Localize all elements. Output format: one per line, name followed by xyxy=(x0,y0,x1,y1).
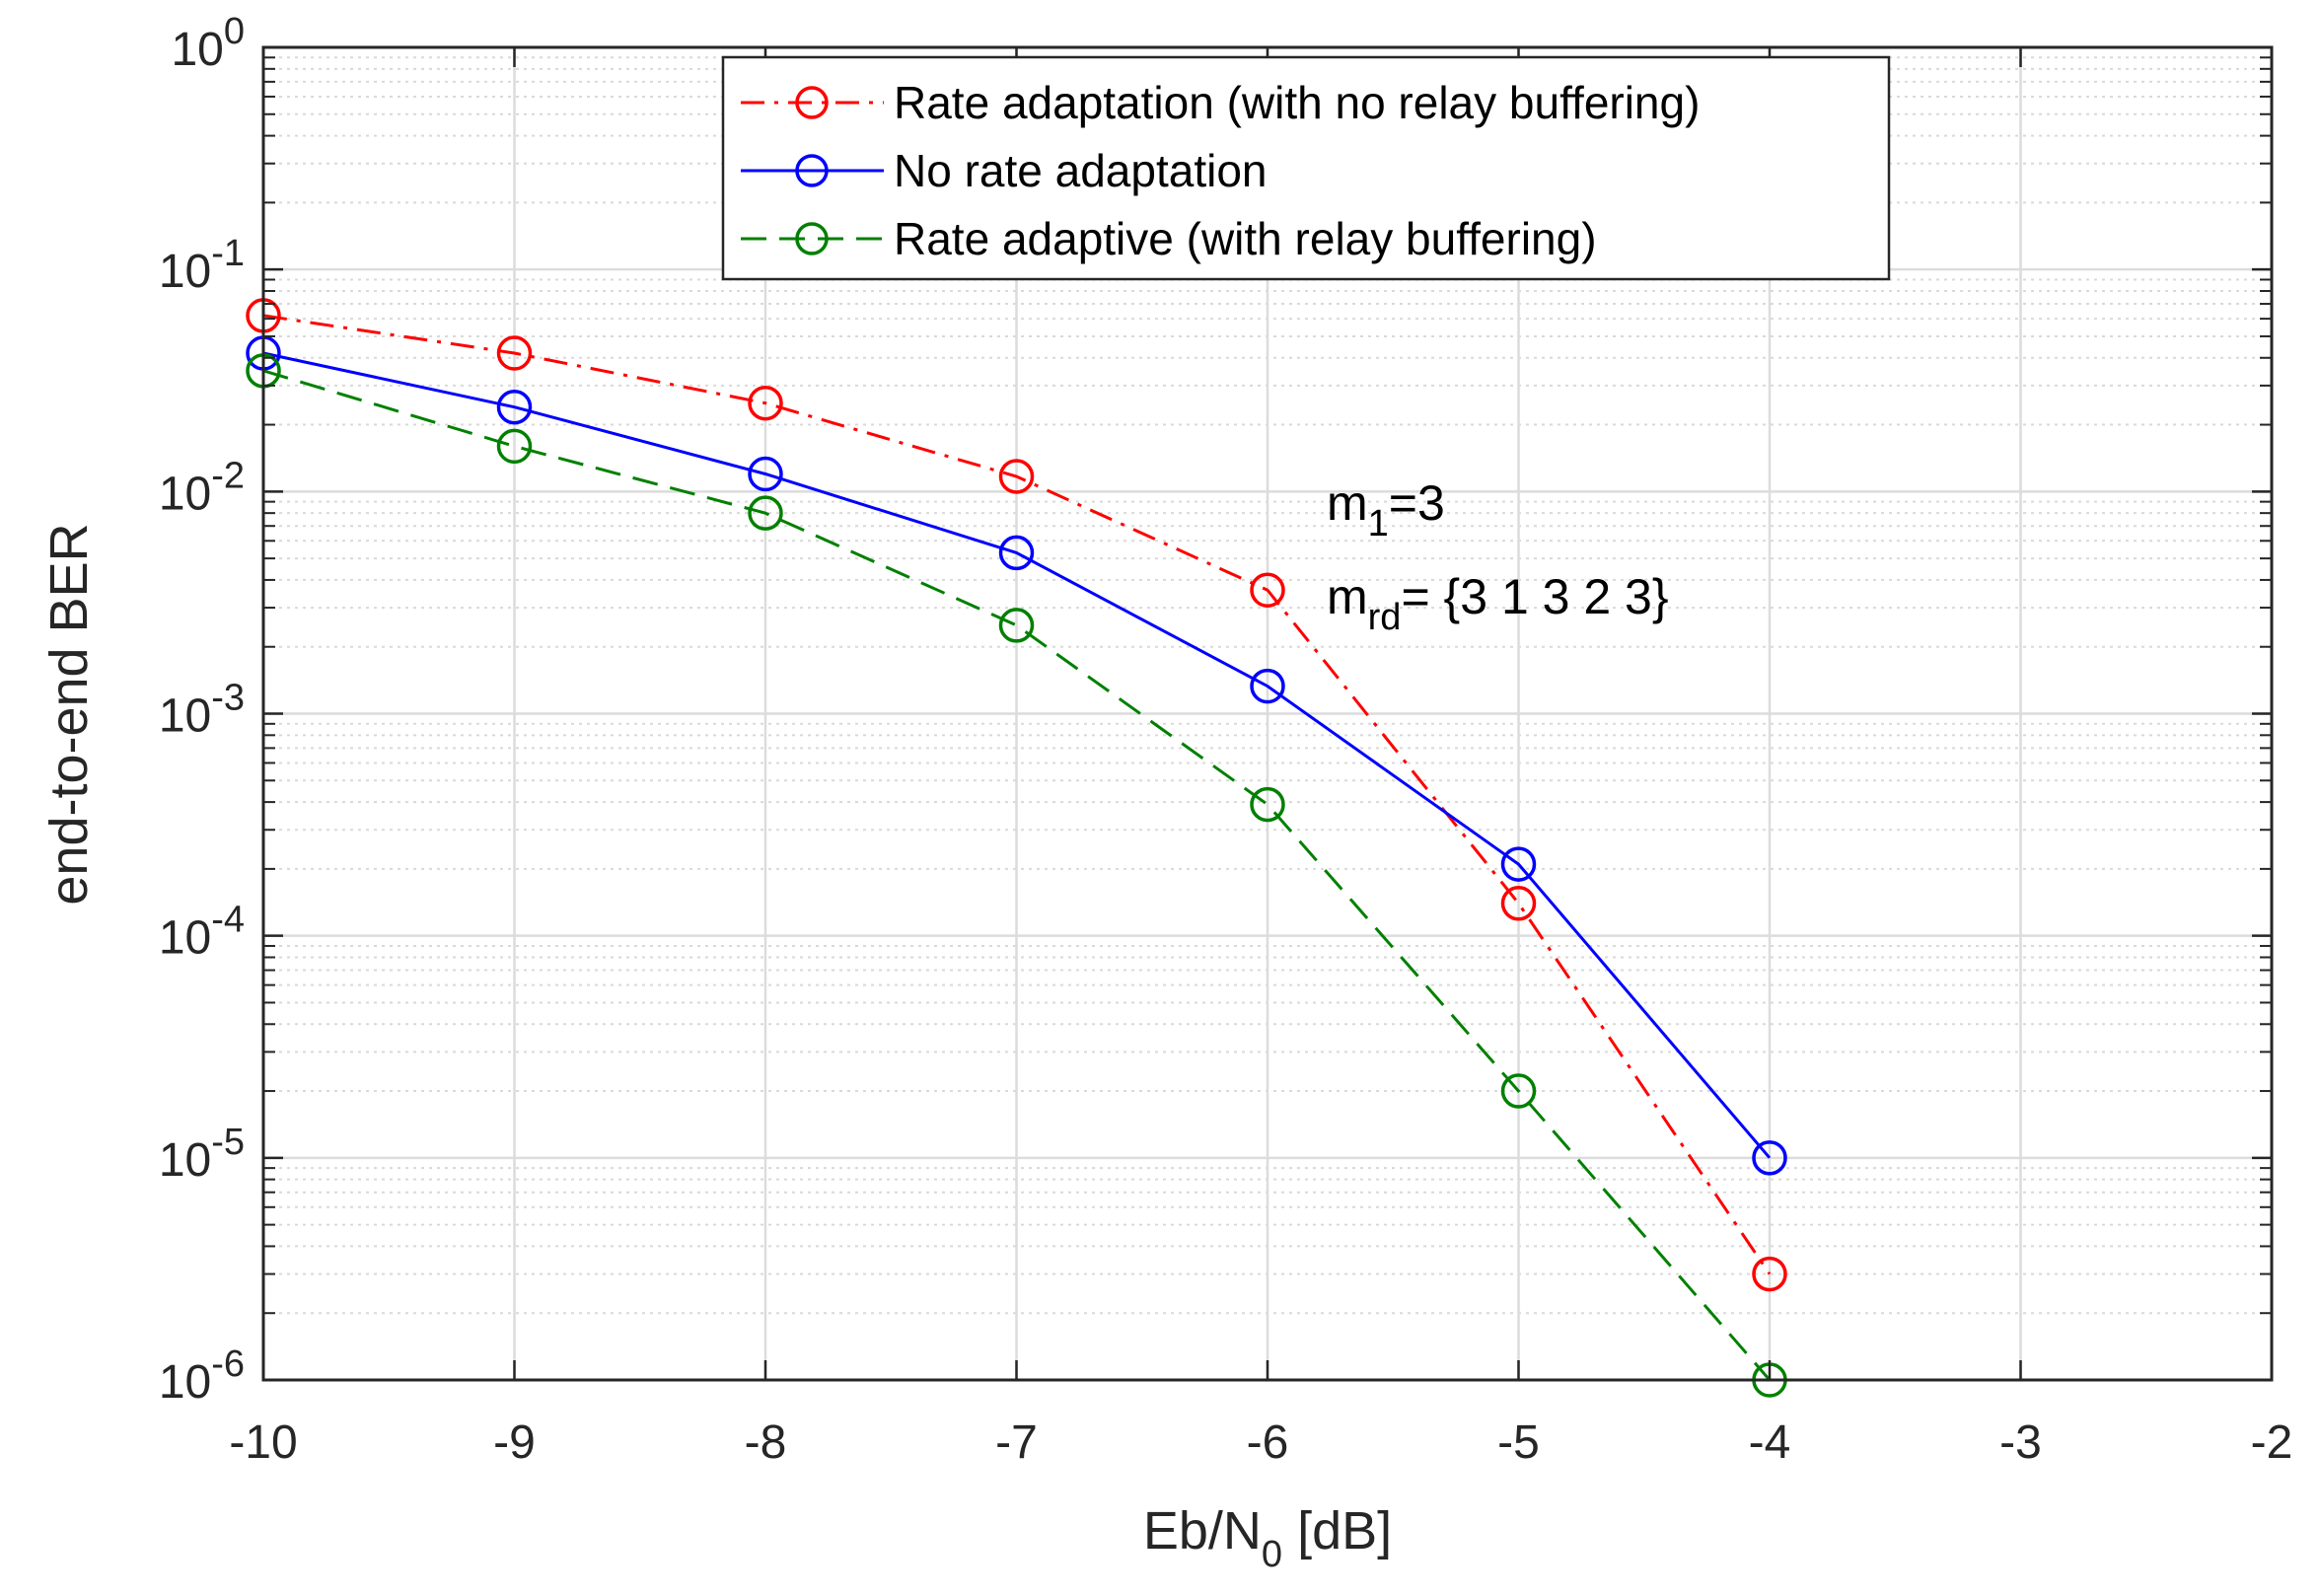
series-1-point xyxy=(998,535,1035,571)
legend: Rate adaptation (with no relay buffering… xyxy=(721,55,1891,281)
x-tick-label: -7 xyxy=(995,1416,1038,1469)
x-tick-label: -5 xyxy=(1497,1416,1540,1469)
x-axis-label: Eb/N0 [dB] xyxy=(1143,1501,1392,1575)
legend-box xyxy=(721,55,1891,281)
series-0-point xyxy=(1250,572,1285,608)
y-tick-label: 10-3 xyxy=(159,678,245,743)
legend-label-rate-adaptation: Rate adaptation (with no relay buffering… xyxy=(894,77,1700,128)
series-2-point xyxy=(748,495,783,531)
legend-entry-rate-adaptive: Rate adaptive (with relay buffering) xyxy=(741,213,1597,264)
series-2-point xyxy=(998,608,1035,643)
x-tick-label: -9 xyxy=(493,1416,536,1469)
y-tick-label: 10-5 xyxy=(159,1122,245,1187)
x-tick-label: -10 xyxy=(229,1416,297,1469)
series-1-point xyxy=(1500,846,1537,882)
legend-entry-no-rate-adaptation: No rate adaptation xyxy=(741,145,1268,196)
x-tick-label: -8 xyxy=(745,1416,787,1469)
y-tick-label: 10-1 xyxy=(159,233,245,298)
legend-marker-rate-adaptive xyxy=(795,222,829,255)
legend-label-rate-adaptive: Rate adaptive (with relay buffering) xyxy=(894,213,1597,264)
x-tick-label: -4 xyxy=(1749,1416,1791,1469)
y-tick-label: 10-6 xyxy=(159,1343,245,1409)
y-tick-labels: 100 10-1 10-2 10-3 10-4 10-5 10-6 xyxy=(159,11,245,1409)
legend-marker-rate-adaptation xyxy=(795,86,829,119)
y-tick-label: 10-4 xyxy=(159,900,245,965)
series-line-0 xyxy=(262,314,1772,1275)
legend-label-no-rate-adaptation: No rate adaptation xyxy=(894,145,1268,196)
series-0-point xyxy=(998,459,1035,494)
x-tick-label: -3 xyxy=(1999,1416,2042,1469)
x-tick-labels: -10 -9 -8 -7 -6 -5 -4 -3 -2 xyxy=(229,1416,2292,1469)
legend-entry-rate-adaptation: Rate adaptation (with no relay buffering… xyxy=(741,77,1700,128)
series-0-point xyxy=(748,385,783,421)
annotation-m1: m1=3 xyxy=(1327,475,1445,544)
series-1-point xyxy=(496,389,533,425)
series-0-point xyxy=(1500,886,1537,921)
series-2-point xyxy=(496,428,533,465)
series-0-point xyxy=(496,335,533,371)
series-line-1 xyxy=(262,351,1772,1159)
series-1-point xyxy=(748,456,783,492)
y-tick-label: 10-2 xyxy=(159,455,245,520)
series-line-2 xyxy=(262,369,1772,1381)
x-tick-label: -2 xyxy=(2251,1416,2293,1469)
axis-ticks xyxy=(261,45,2274,1382)
series-1-point xyxy=(1752,1140,1787,1176)
series-0-point xyxy=(1752,1256,1787,1292)
series-2-point xyxy=(1250,786,1285,823)
y-axis-label: end-to-end BER xyxy=(39,523,99,905)
annotation-mrd: mrd= {3 1 3 2 3} xyxy=(1327,569,1669,638)
legend-marker-no-rate-adaptation xyxy=(795,154,829,187)
series-2-point xyxy=(1500,1073,1537,1109)
y-tick-label: 100 xyxy=(171,11,245,76)
series-1-point xyxy=(1250,668,1285,704)
x-tick-label: -6 xyxy=(1247,1416,1289,1469)
